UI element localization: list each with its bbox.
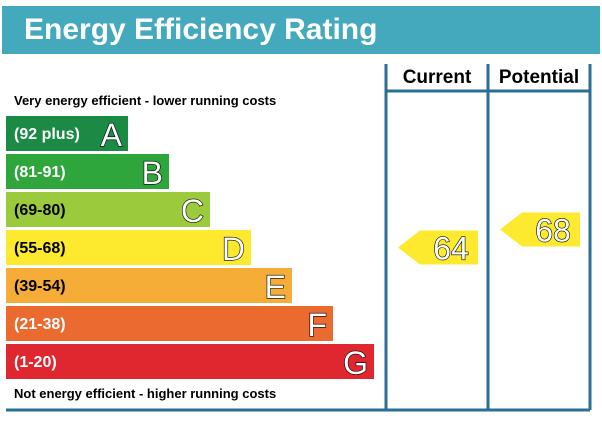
band-range-label: (55-68)	[14, 240, 66, 257]
band-letter: G	[343, 345, 368, 381]
band-c: (69-80) C	[6, 192, 210, 230]
band-letter: B	[142, 155, 163, 191]
band-bar	[6, 192, 210, 227]
band-range-label: (1-20)	[14, 354, 57, 371]
chart-frame	[6, 64, 592, 412]
title-banner: Energy Efficiency Rating	[2, 6, 600, 54]
current-rating-arrow	[398, 230, 478, 265]
band-bar	[6, 344, 374, 379]
band-letter: A	[101, 117, 123, 153]
band-range-label: (81-91)	[14, 164, 66, 181]
current-rating-value: 64	[433, 231, 469, 267]
band-f: (21-38) F	[6, 306, 333, 344]
rating-bands: (92 plus) A(81-91) B(69-80) C(55-68) D(39-54…	[6, 116, 374, 382]
chart-title: Energy Efficiency Rating	[24, 13, 378, 46]
band-bar	[6, 154, 169, 189]
band-letter: F	[307, 307, 327, 343]
band-bar	[6, 116, 128, 151]
current-column-header: Current	[403, 67, 472, 88]
top-note: Very energy efficient - lower running co…	[14, 93, 276, 108]
band-letter: C	[181, 193, 204, 229]
band-range-label: (21-38)	[14, 316, 66, 333]
current-rating: 64	[398, 230, 478, 267]
potential-rating: 68	[500, 212, 580, 249]
band-range-label: (92 plus)	[14, 126, 80, 143]
band-letter: D	[222, 231, 245, 267]
potential-rating-arrow	[500, 212, 580, 247]
bottom-note: Not energy efficient - higher running co…	[14, 386, 276, 401]
band-letter: E	[265, 269, 286, 305]
band-bar	[6, 306, 333, 341]
band-bar	[6, 230, 251, 265]
potential-column-header: Potential	[499, 67, 579, 88]
potential-rating-value: 68	[535, 213, 571, 249]
band-g: (1-20) G	[6, 344, 374, 382]
band-range-label: (69-80)	[14, 202, 66, 219]
band-d: (55-68) D	[6, 230, 251, 268]
band-b: (81-91) B	[6, 154, 169, 192]
rating-markers: 64 68	[398, 212, 580, 267]
band-e: (39-54) E	[6, 268, 292, 306]
band-range-label: (39-54)	[14, 278, 66, 295]
band-a: (92 plus) A	[6, 116, 128, 154]
band-bar	[6, 268, 292, 303]
